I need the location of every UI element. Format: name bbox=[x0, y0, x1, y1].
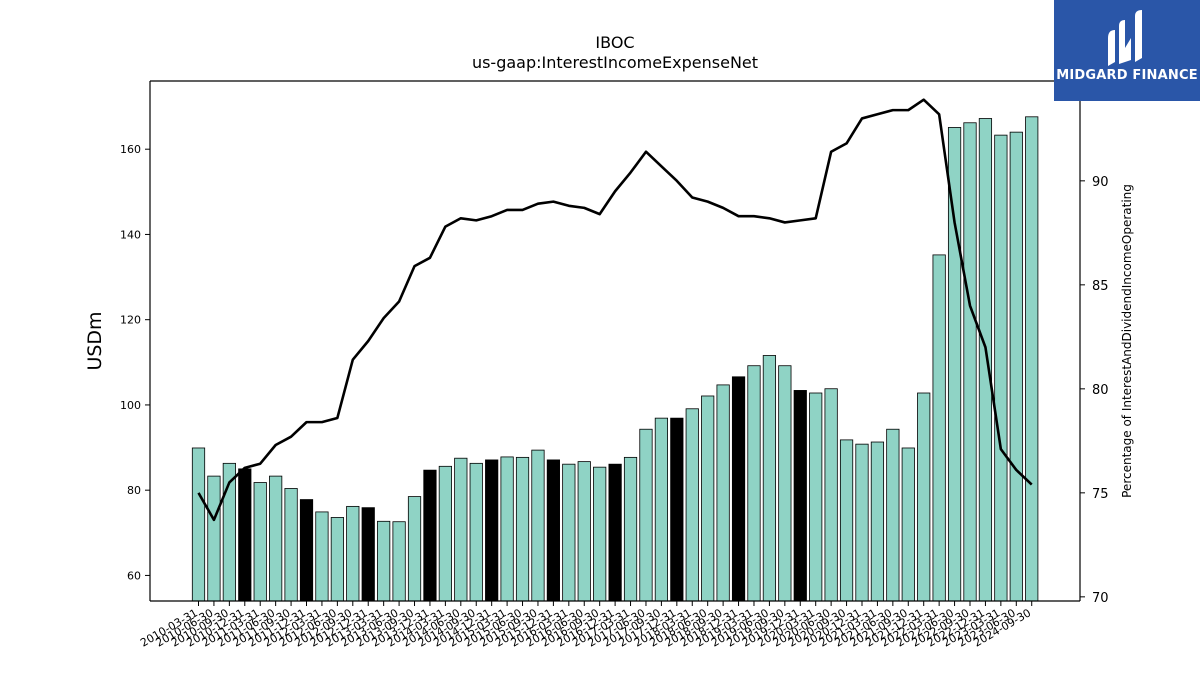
y2-axis-label: Percentage of InterestAndDividendIncomeO… bbox=[1120, 184, 1134, 498]
y-tick-label: 160 bbox=[120, 143, 141, 156]
y-tick-label: 100 bbox=[120, 399, 141, 412]
bar bbox=[1025, 116, 1039, 602]
bar bbox=[500, 456, 514, 602]
bar bbox=[994, 134, 1008, 602]
bars bbox=[191, 116, 1039, 602]
bar bbox=[269, 475, 283, 602]
bar bbox=[454, 457, 468, 602]
bar bbox=[855, 443, 869, 602]
bar bbox=[932, 254, 946, 602]
bar bbox=[1009, 131, 1023, 602]
chart-subtitle: us-gaap:InterestIncomeExpenseNet bbox=[471, 53, 759, 72]
bar bbox=[577, 461, 591, 602]
bar bbox=[423, 469, 437, 602]
bar bbox=[531, 449, 545, 602]
bar bbox=[793, 390, 807, 602]
bar bbox=[515, 456, 530, 602]
chart-title: IBOC bbox=[595, 33, 635, 52]
bar bbox=[546, 459, 560, 602]
bar bbox=[485, 459, 499, 602]
bar bbox=[207, 475, 221, 602]
y2-tick-label: 90 bbox=[1092, 175, 1109, 190]
bar bbox=[562, 463, 576, 602]
bar bbox=[392, 521, 406, 602]
y-axis-label: USDm bbox=[84, 311, 106, 370]
bar bbox=[685, 408, 699, 602]
y-tick-label: 120 bbox=[120, 314, 141, 327]
y2-tick-label: 85 bbox=[1092, 279, 1109, 294]
y-tick-label: 80 bbox=[127, 484, 141, 497]
bar bbox=[593, 466, 607, 602]
bar bbox=[608, 463, 622, 602]
y2-tick-label: 80 bbox=[1092, 383, 1109, 398]
y2-tick-label: 75 bbox=[1092, 487, 1109, 502]
bar bbox=[299, 499, 314, 602]
bar bbox=[917, 392, 931, 602]
line-series bbox=[197, 98, 1033, 522]
bar bbox=[747, 365, 761, 602]
bar bbox=[191, 447, 206, 602]
bar bbox=[731, 376, 746, 602]
bar bbox=[978, 118, 993, 602]
bar bbox=[407, 496, 422, 602]
bar bbox=[762, 355, 777, 602]
bar bbox=[469, 462, 483, 602]
bar bbox=[639, 428, 653, 602]
bar bbox=[361, 507, 375, 602]
bar bbox=[901, 447, 915, 602]
bar bbox=[886, 428, 900, 602]
bar bbox=[315, 511, 329, 602]
y-tick-label: 60 bbox=[127, 569, 141, 582]
bar bbox=[963, 122, 977, 602]
bar bbox=[253, 482, 267, 602]
bar bbox=[824, 388, 838, 602]
bar bbox=[623, 456, 638, 602]
bar bbox=[870, 441, 885, 602]
midgard-finance-logo: MIDGARD FINANCE bbox=[1054, 0, 1200, 101]
logo-text: MIDGARD FINANCE bbox=[1056, 68, 1198, 83]
bar bbox=[839, 439, 854, 602]
bar bbox=[377, 520, 391, 602]
y2-tick-label: 70 bbox=[1092, 591, 1109, 606]
bar bbox=[654, 417, 669, 602]
logo-mark-icon bbox=[1108, 10, 1142, 66]
bar bbox=[346, 505, 360, 602]
y-tick-label: 140 bbox=[120, 228, 141, 241]
bar bbox=[670, 417, 684, 602]
bar bbox=[438, 465, 452, 602]
bar bbox=[809, 392, 823, 602]
bar bbox=[284, 488, 298, 602]
bar bbox=[701, 395, 715, 602]
bar bbox=[330, 517, 344, 602]
bar bbox=[716, 384, 730, 602]
bar bbox=[778, 365, 792, 602]
bar bbox=[238, 468, 252, 602]
